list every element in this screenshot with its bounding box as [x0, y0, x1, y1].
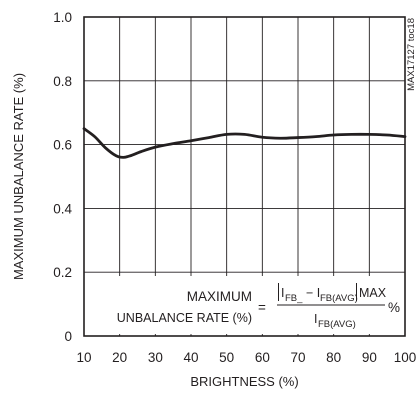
- chart-code-label: MAX17127 toc18: [406, 18, 417, 91]
- formula-num-minus: − I: [306, 286, 320, 300]
- grid: [84, 17, 405, 336]
- formula-num-sub2: FB(AVG): [320, 293, 358, 304]
- x-axis-ticks: 10 20 30 40 50 60 70 80 90 100: [76, 350, 416, 365]
- plot-frame: [83, 16, 406, 337]
- formula-num-max: MAX: [359, 286, 387, 300]
- x-tick-label: 40: [183, 350, 198, 365]
- x-tick-label: 10: [76, 350, 91, 365]
- formula-annotation: MAXIMUM UNBALANCE RATE (%) = I FB_ − I F…: [112, 276, 404, 334]
- y-tick-label: 0.4: [53, 201, 72, 216]
- y-tick-label: 0.8: [53, 74, 72, 89]
- x-tick-label: 50: [219, 350, 234, 365]
- formula-num-sub1: FB_: [285, 293, 303, 304]
- x-tick-label: 80: [326, 350, 341, 365]
- x-tick-label: 20: [112, 350, 127, 365]
- x-axis-title: BRIGHTNESS (%): [190, 374, 298, 389]
- formula-lhs-line1: MAXIMUM: [187, 289, 252, 304]
- series-line: [82, 127, 407, 159]
- y-axis-ticks: 0 0.2 0.4 0.6 0.8 1.0: [53, 10, 72, 344]
- y-tick-label: 0.2: [53, 265, 72, 280]
- formula-den-sub: FB(AVG): [318, 319, 356, 330]
- x-tick-label: 90: [362, 350, 377, 365]
- formula-percent: %: [388, 300, 400, 315]
- x-tick-label: 30: [148, 350, 163, 365]
- formula-den-i: I: [314, 312, 317, 326]
- x-tick-label: 70: [290, 350, 305, 365]
- formula-lhs-line2: UNBALANCE RATE (%): [117, 311, 252, 325]
- y-axis-title: MAXIMUM UNBALANCE RATE (%): [11, 73, 26, 280]
- formula-equals: =: [258, 300, 266, 315]
- x-tick-label: 100: [394, 350, 417, 365]
- formula-num-i1: I: [281, 286, 284, 300]
- x-tick-label: 60: [255, 350, 270, 365]
- y-tick-label: 0: [64, 329, 72, 344]
- y-tick-label: 1.0: [53, 10, 72, 25]
- y-tick-label: 0.6: [53, 138, 72, 153]
